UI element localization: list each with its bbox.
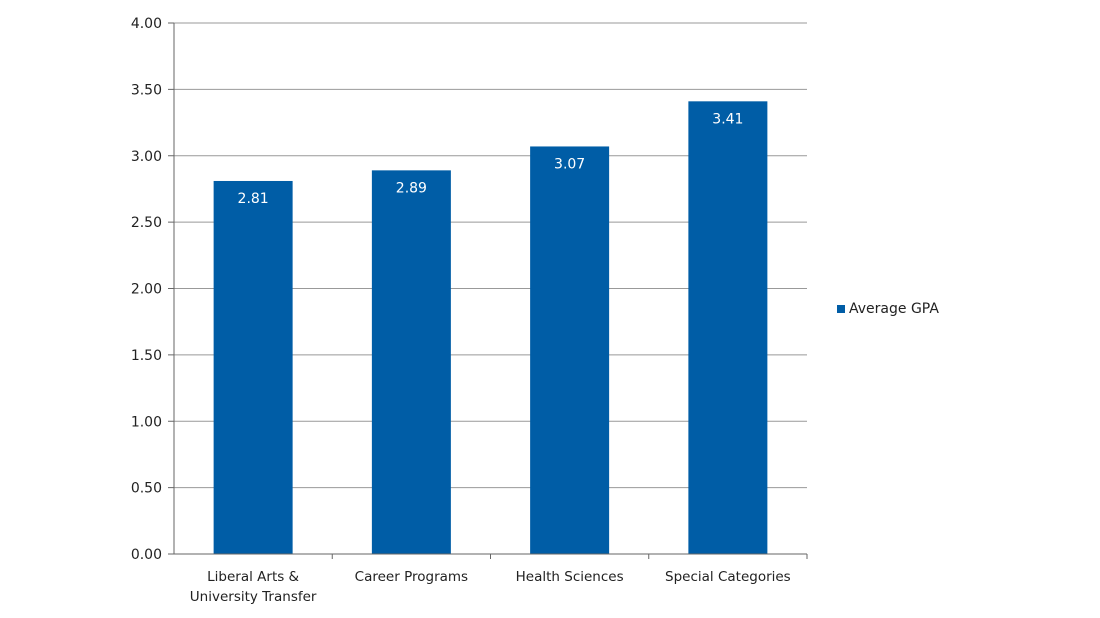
bar-2 — [530, 146, 610, 554]
x-tick-label-2: Health Sciences — [516, 569, 624, 585]
y-tick-label-4: 2.00 — [131, 282, 162, 298]
bar-0 — [213, 180, 293, 554]
y-tick-label-0: 0.00 — [131, 547, 162, 563]
labels: 0.00 0.50 1.00 1.50 2.00 2.50 3.00 3.50 4.00 2.81… — [131, 16, 791, 605]
legend-swatch — [837, 305, 845, 313]
bars — [213, 101, 768, 555]
legend: Average GPA — [837, 301, 939, 317]
x-tick-label-0: Liberal Arts & University Transfer — [190, 569, 317, 605]
y-tick-label-1: 0.50 — [131, 481, 162, 497]
y-tick-label-5: 2.50 — [131, 215, 162, 231]
data-label-3: 3.41 — [712, 111, 743, 127]
data-label-1: 2.89 — [396, 180, 427, 196]
legend-label: Average GPA — [849, 301, 939, 317]
y-tick-label-7: 3.50 — [131, 82, 162, 98]
y-tick-label-6: 3.00 — [131, 149, 162, 165]
y-tick-label-2: 1.00 — [131, 414, 162, 430]
data-label-2: 3.07 — [554, 156, 585, 172]
axes — [168, 22, 808, 559]
bar-1 — [371, 170, 451, 555]
y-tick-label-8: 4.00 — [131, 16, 162, 32]
y-tick-label-3: 1.50 — [131, 348, 162, 364]
x-tick-label-3: Special Categories — [665, 569, 791, 585]
bar-3 — [688, 101, 768, 554]
x-tick-label-1: Career Programs — [355, 569, 468, 585]
data-label-0: 2.81 — [238, 191, 269, 207]
